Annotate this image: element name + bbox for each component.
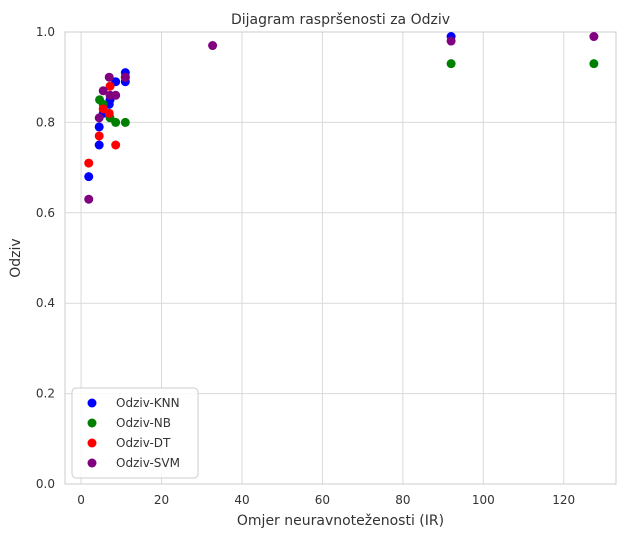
y-tick-label: 0.4 [36,296,55,310]
data-point [84,158,94,168]
x-tick-label: 80 [395,493,410,507]
x-tick-label: 120 [552,493,575,507]
legend-label: Odziv-DT [116,436,171,450]
data-point [208,41,218,51]
tick-labels: 0 20 40 60 80 100 120 0.0 0.2 0.4 0.6 0.8 1.0 [36,25,575,507]
legend-marker [87,418,97,428]
data-point [104,108,114,118]
x-tick-label: 20 [154,493,169,507]
data-point [84,194,94,204]
data-point [98,86,108,96]
data-point [589,59,599,69]
data-points [84,32,599,204]
y-tick-label: 1.0 [36,25,55,39]
x-tick-label: 0 [77,493,85,507]
x-axis-title: Omjer neuravnoteženosti (IR) [237,513,444,529]
data-point [105,81,115,91]
data-point [94,131,104,141]
data-point [446,36,456,46]
x-tick-label: 100 [472,493,495,507]
y-axis-title: Odziv [8,238,24,277]
legend-box [71,387,199,479]
legend-marker [87,458,97,468]
y-tick-label: 0.2 [36,387,55,401]
data-point [94,113,104,123]
data-point [94,122,104,132]
legend: Odziv-KNN Odziv-NB Odziv-DT Odziv-SVM [71,387,199,479]
y-tick-label: 0.6 [36,206,55,220]
data-point [120,117,130,127]
data-point [589,32,599,42]
data-point [120,72,130,82]
x-tick-label: 40 [234,493,249,507]
plot-frame [64,31,617,485]
legend-label: Odziv-NB [116,416,171,430]
chart-title: Dijagram raspršenosti za Odziv [231,12,450,28]
data-point [111,140,121,150]
legend-label: Odziv-KNN [116,396,180,410]
y-tick-label: 0.8 [36,115,55,129]
data-point [111,90,121,100]
data-point [84,172,94,182]
legend-marker [87,438,97,448]
x-tick-label: 60 [315,493,330,507]
data-point [446,59,456,69]
legend-label: Odziv-SVM [116,456,180,470]
data-point [111,117,121,127]
legend-marker [87,398,97,408]
y-tick-label: 0.0 [36,477,55,491]
data-point [94,140,104,150]
data-point [104,72,114,82]
